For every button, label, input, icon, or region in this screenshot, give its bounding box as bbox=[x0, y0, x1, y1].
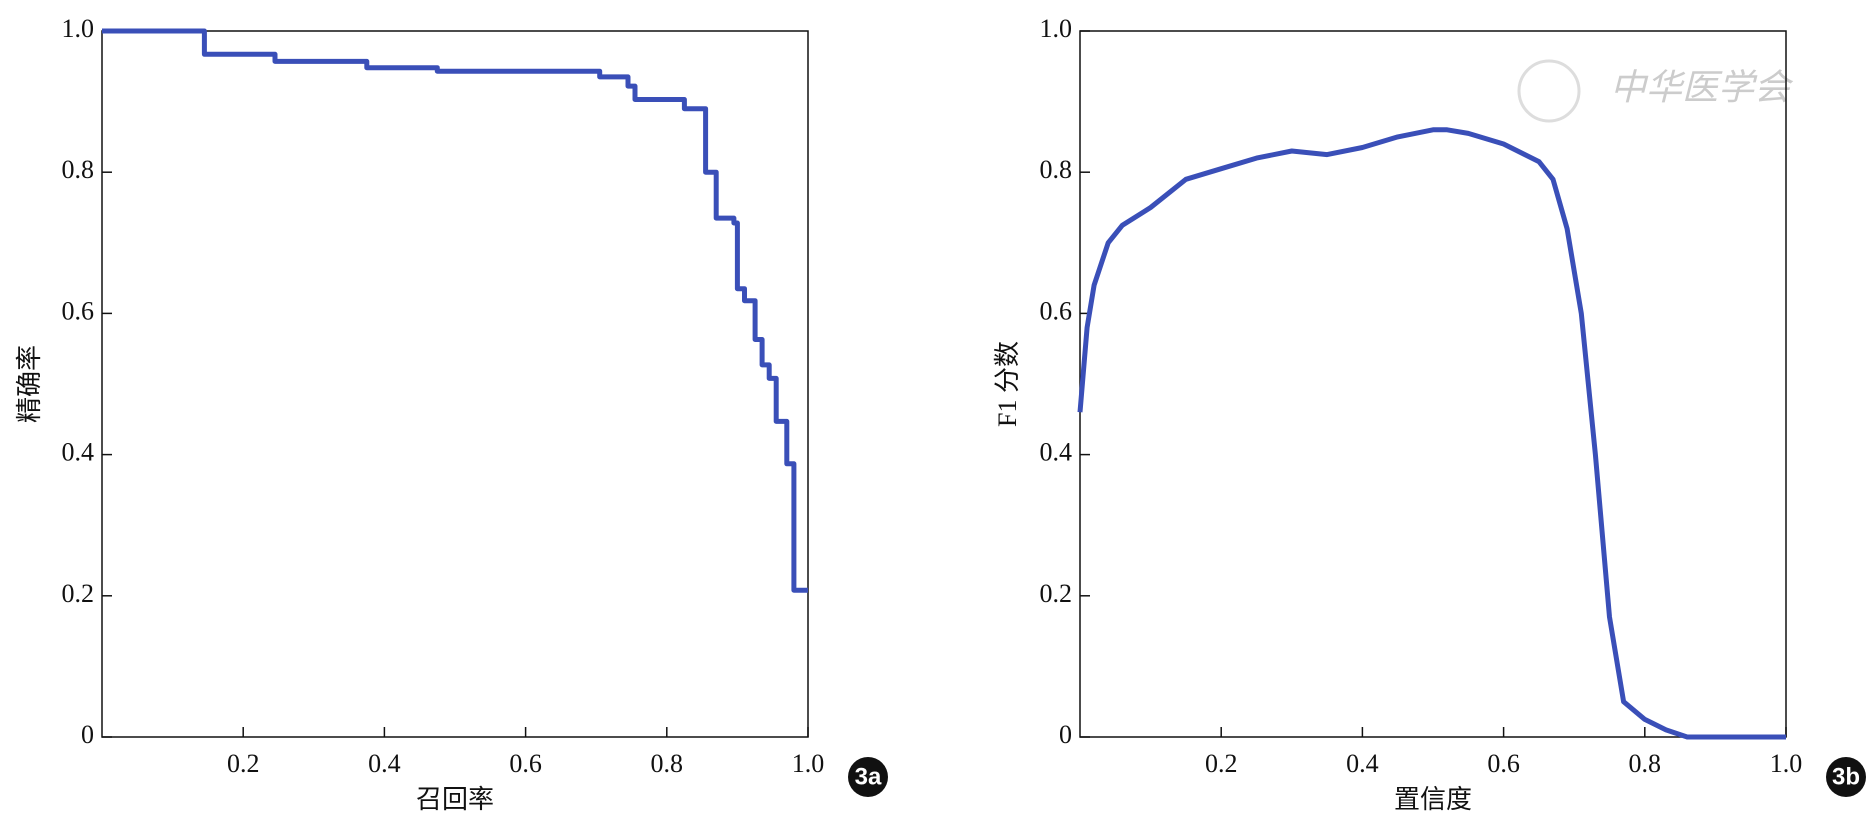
y-tick-label: 0.8 bbox=[1040, 155, 1073, 184]
y-tick-label: 0 bbox=[81, 720, 94, 749]
plot-frame bbox=[101, 30, 809, 738]
y-tick-label: 1.0 bbox=[1040, 14, 1073, 43]
watermark-logo bbox=[1517, 59, 1581, 123]
x-axis-label: 召回率 bbox=[416, 785, 494, 814]
y-axis-label: 精确率 bbox=[15, 345, 44, 423]
panel-label: 3b bbox=[1832, 763, 1860, 790]
line-series bbox=[102, 28, 808, 593]
y-tick-label: 0.2 bbox=[1040, 579, 1073, 608]
x-tick-label: 0.8 bbox=[651, 749, 684, 778]
x-tick-label: 0.6 bbox=[509, 749, 542, 778]
x-tick-label: 0.2 bbox=[1205, 749, 1238, 778]
y-axis-label: F1 分数 bbox=[993, 341, 1022, 427]
x-tick-label: 0.4 bbox=[1346, 749, 1379, 778]
panel-badge bbox=[848, 757, 888, 797]
line-series bbox=[1077, 127, 1786, 740]
y-tick-label: 0.4 bbox=[62, 438, 95, 467]
x-tick-label: 0.4 bbox=[368, 749, 401, 778]
y-tick-label: 0.6 bbox=[62, 296, 95, 325]
y-tick-label: 0.8 bbox=[62, 155, 95, 184]
x-tick-label: 0.8 bbox=[1629, 749, 1662, 778]
y-tick-label: 0 bbox=[1059, 720, 1072, 749]
x-tick-label: 0.6 bbox=[1487, 749, 1520, 778]
watermark: 中华医学会 bbox=[1610, 67, 1794, 107]
x-tick-label: 0.2 bbox=[227, 749, 260, 778]
y-tick-label: 0.2 bbox=[62, 579, 95, 608]
x-tick-label: 1.0 bbox=[1770, 749, 1803, 778]
y-tick-label: 1.0 bbox=[62, 14, 95, 43]
y-tick-label: 0.6 bbox=[1040, 296, 1073, 325]
x-tick-label: 1.0 bbox=[792, 749, 825, 778]
plot-frame bbox=[1079, 30, 1787, 738]
x-axis-label: 置信度 bbox=[1394, 785, 1472, 814]
y-tick-label: 0.4 bbox=[1040, 438, 1073, 467]
panel-badge bbox=[1826, 757, 1866, 797]
panel-label: 3a bbox=[855, 763, 882, 790]
